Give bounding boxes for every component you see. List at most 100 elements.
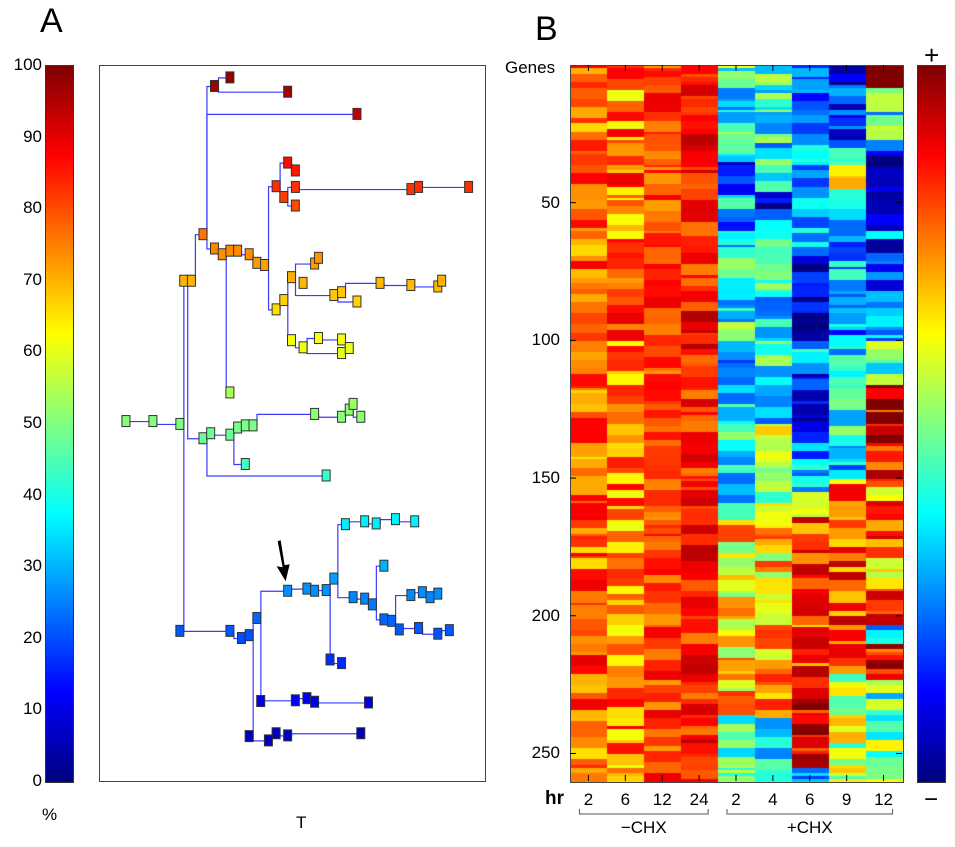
heatmap-column-label: 2 xyxy=(583,790,594,809)
tree-node xyxy=(263,734,273,747)
tree-node xyxy=(148,415,158,428)
tree-node xyxy=(433,627,443,640)
panel-b-colorbar xyxy=(917,65,946,783)
heatmap-column-label: 12 xyxy=(652,790,672,809)
tree-edge xyxy=(294,277,334,297)
tree-node xyxy=(233,244,243,257)
tree-node xyxy=(437,274,447,287)
group-label: −CHX xyxy=(620,818,667,837)
tree-node xyxy=(198,228,208,241)
tree-node xyxy=(310,584,320,597)
tree-node xyxy=(283,156,293,169)
tree-node xyxy=(210,79,219,92)
tree-node xyxy=(337,657,347,670)
heatmap-column-label: 24 xyxy=(689,790,709,809)
panel-a-colorbar xyxy=(45,65,74,783)
panel-a-label: A xyxy=(40,2,63,40)
tree-node xyxy=(240,458,250,471)
heatmap-column-label: 4 xyxy=(768,790,778,809)
tree-node xyxy=(340,518,350,531)
heatmap-column-label: 6 xyxy=(620,790,631,809)
colorbar-tick-label: 0 xyxy=(32,771,42,790)
tree-node xyxy=(352,107,362,120)
tree-node xyxy=(444,624,454,637)
tree-node xyxy=(367,598,377,611)
tree-node xyxy=(310,695,320,708)
tree-node xyxy=(379,559,389,572)
tree-node xyxy=(279,294,289,307)
tree-node xyxy=(271,303,281,316)
tree-node xyxy=(248,419,258,432)
tree-node xyxy=(371,517,381,530)
colorbar-tick-label: 60 xyxy=(23,341,42,361)
tree-node xyxy=(406,279,416,292)
tree-node xyxy=(287,334,296,347)
panel-a-colorbar-unit: % xyxy=(42,805,58,824)
heatmap-column-label: 12 xyxy=(874,790,893,809)
tree-node xyxy=(290,180,300,193)
tree-node xyxy=(464,180,474,193)
tree-node xyxy=(271,180,281,193)
tree-node xyxy=(337,286,347,299)
colorbar-tick-label: 10 xyxy=(23,699,42,719)
arrow-icon xyxy=(276,540,290,582)
tree-node xyxy=(175,417,185,430)
tree-node xyxy=(244,248,254,261)
tree-node xyxy=(271,727,281,740)
heatmap-y-tick-label: 50 xyxy=(541,192,560,212)
tree-node xyxy=(298,276,308,289)
tree-node xyxy=(290,164,300,177)
tree-node xyxy=(321,469,331,482)
tree-node xyxy=(414,180,424,193)
group-bracket xyxy=(726,809,894,815)
tree-plot-frame xyxy=(99,65,486,782)
tree-node xyxy=(352,295,362,308)
heatmap-column-label: 9 xyxy=(841,790,852,809)
tree-node xyxy=(175,624,185,637)
tree-node xyxy=(290,694,300,707)
colorbar-tick-label: 20 xyxy=(23,627,42,647)
tree-node xyxy=(260,258,270,271)
heatmap-y-tick-label: 100 xyxy=(531,330,560,350)
tree-node xyxy=(206,427,216,440)
tree-node xyxy=(225,624,235,637)
expression-heatmap xyxy=(570,65,904,783)
tree-node xyxy=(406,589,416,602)
tree-node xyxy=(433,587,443,600)
tree-node xyxy=(298,341,308,354)
tree-node xyxy=(356,410,366,423)
tree-node xyxy=(279,190,289,203)
tree-node xyxy=(356,727,366,740)
colorbar-minus-label: − xyxy=(924,786,939,813)
heatmap-column-label: 2 xyxy=(731,790,741,809)
panel-b-label: B xyxy=(535,10,558,48)
tree-node xyxy=(360,515,370,528)
tree-node xyxy=(287,271,296,284)
tree-node xyxy=(225,428,235,441)
tree-edge xyxy=(187,281,203,440)
tree-node xyxy=(364,696,373,709)
tree-node xyxy=(337,333,347,346)
tree-edge xyxy=(260,590,288,619)
tree-edge xyxy=(395,594,411,622)
colorbar-tick-label: 40 xyxy=(23,484,42,504)
tree-node xyxy=(325,653,335,666)
tree-node xyxy=(394,623,404,636)
tree-node xyxy=(414,621,424,634)
tree-node xyxy=(348,397,358,410)
colorbar-tick-label: 90 xyxy=(23,126,42,146)
colorbar-tick-label: 50 xyxy=(23,413,42,432)
tree-node xyxy=(337,410,347,423)
tree-node xyxy=(348,591,358,604)
tree-node xyxy=(375,276,385,289)
tree-node xyxy=(244,730,254,743)
tree-node xyxy=(387,614,397,627)
tree-edge xyxy=(206,113,357,235)
hr-label: hr xyxy=(545,788,564,809)
heatmap-y-tick-label: 250 xyxy=(531,743,560,763)
tree-node xyxy=(329,572,339,585)
tree-node xyxy=(283,729,293,742)
tree-x-axis-label: T xyxy=(296,813,307,832)
